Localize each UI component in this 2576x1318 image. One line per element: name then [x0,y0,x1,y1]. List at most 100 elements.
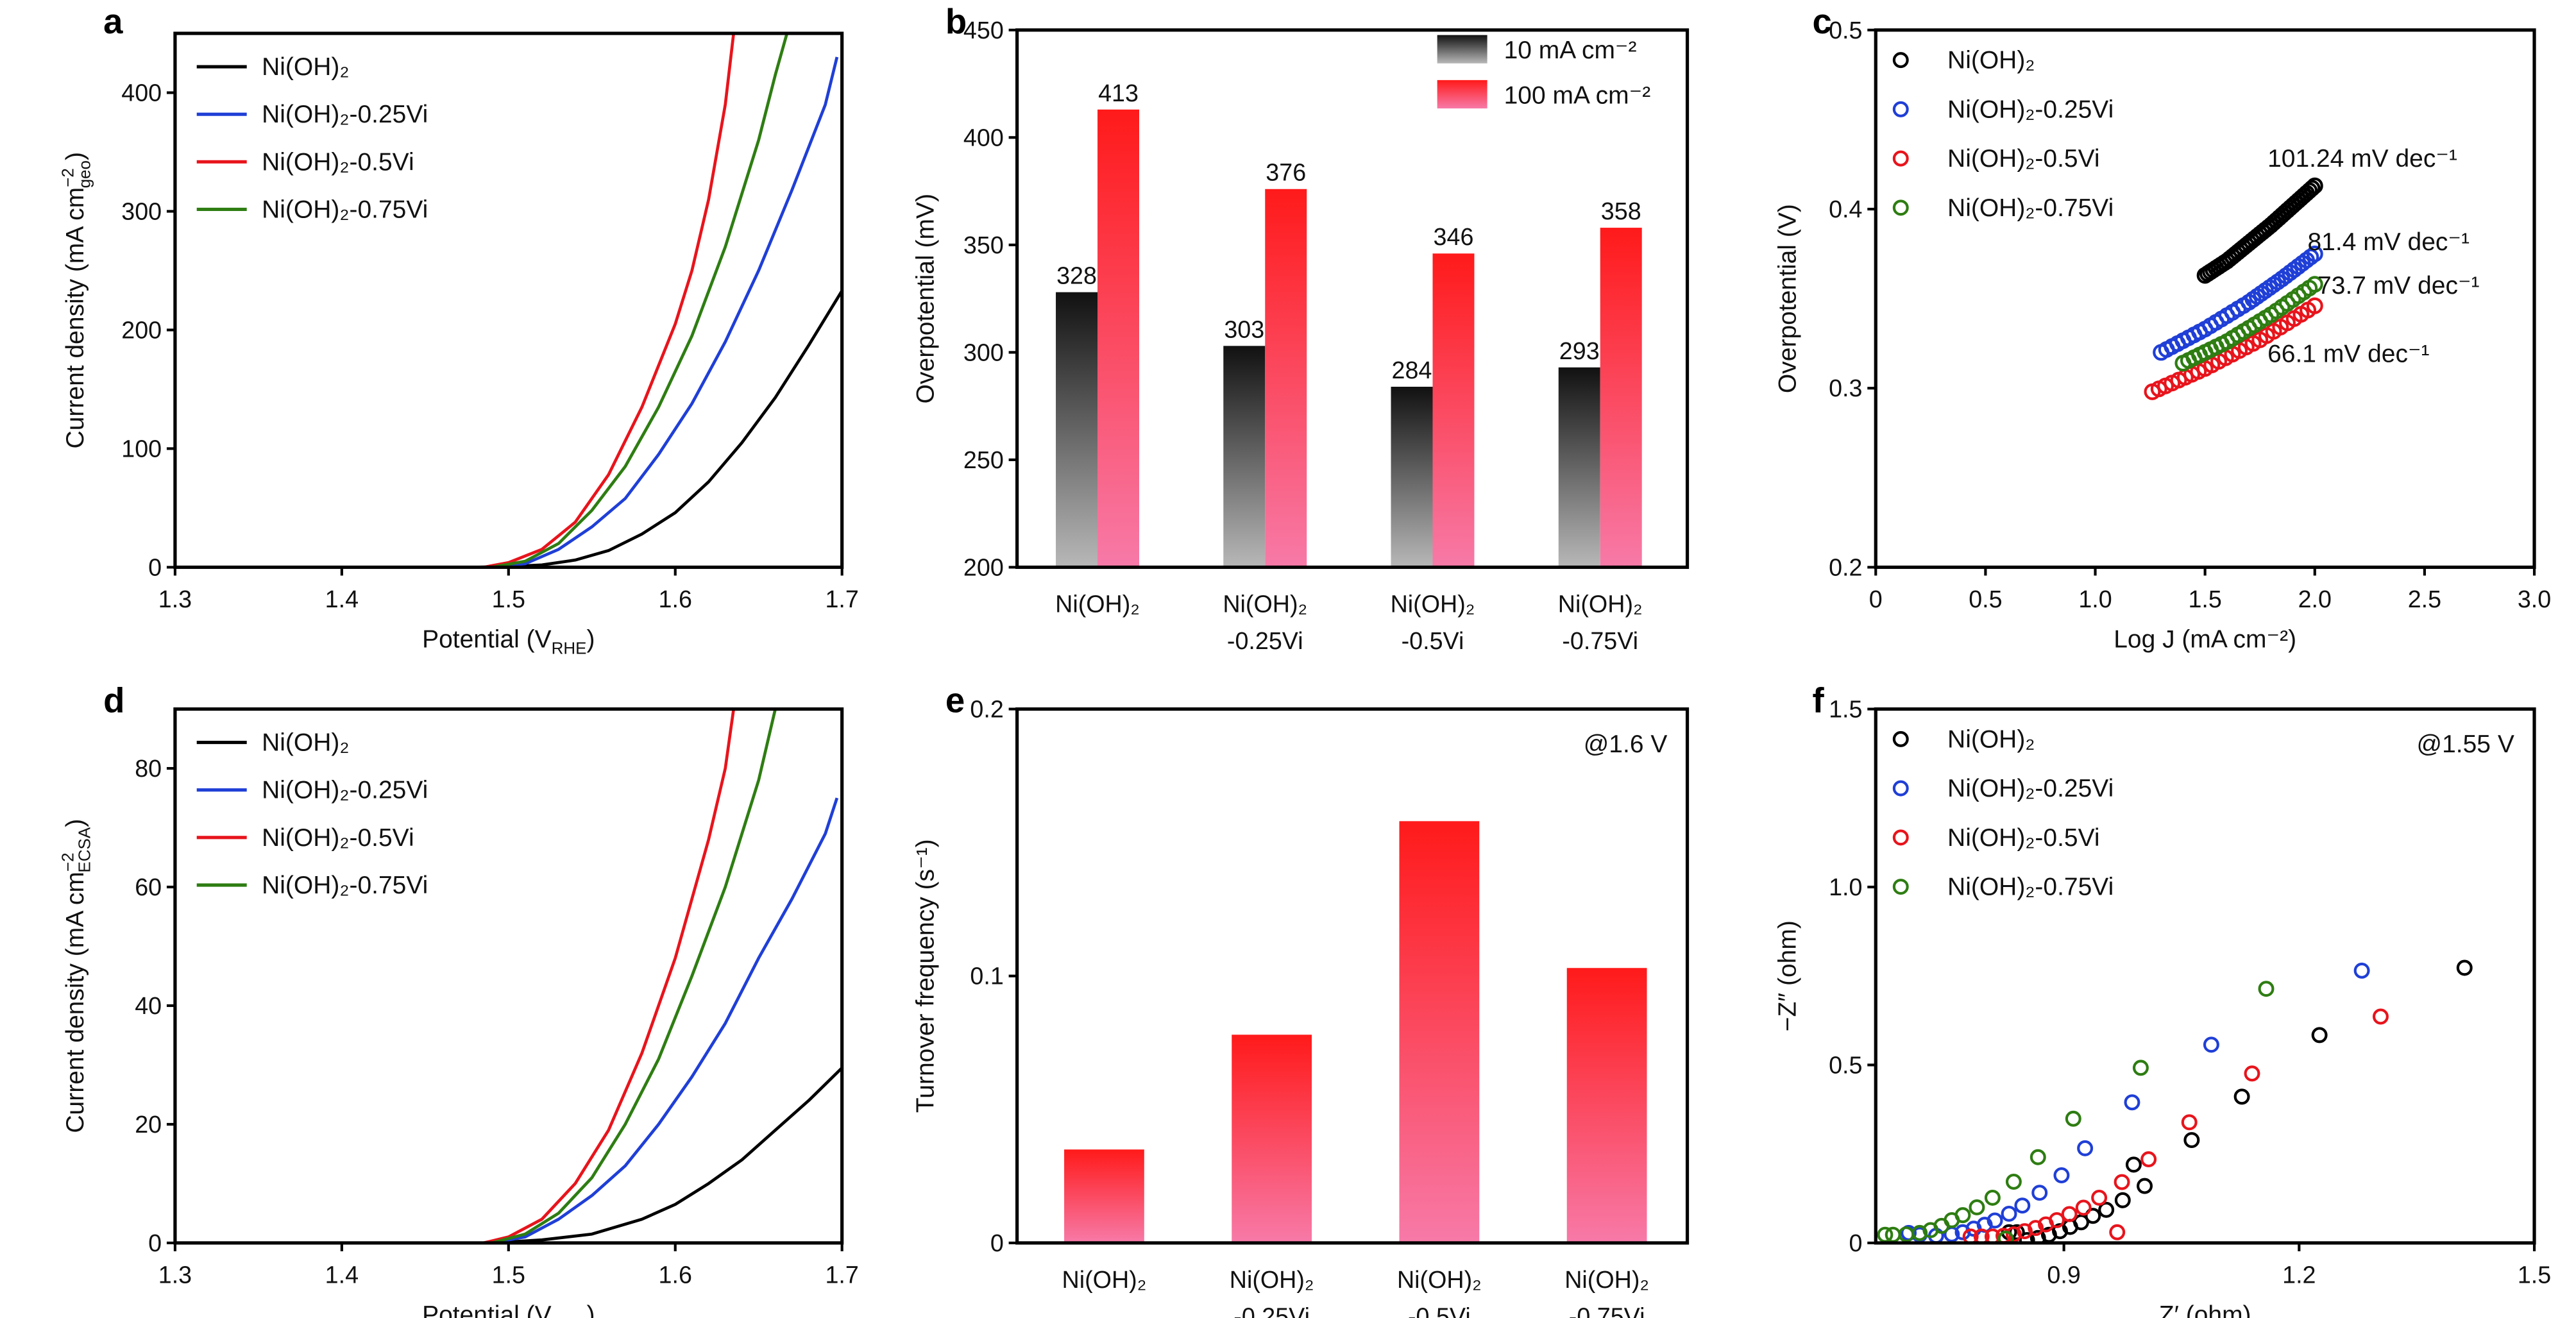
panel-d: 0 20 40 60 80 1.3 1.4 1.5 1.6 1.7 Current density … [58,707,859,1318]
data-point [1973,1228,1990,1243]
bar-value-label: 303 [1224,316,1264,342]
data-point [2140,1151,2157,1168]
x-tick-label: 1.6 [659,586,692,613]
y-tick-label: 0 [1849,1229,1863,1256]
bar [1600,228,1642,568]
y-tick-label: 0.2 [1829,553,1862,580]
x-axis-label: Log J (mA cm⁻²) [2114,625,2296,653]
y-tick-label: 0.1 [970,963,1003,990]
data-point [2075,1199,2092,1216]
y-tick-label: 350 [963,232,1004,258]
data-point [2372,1008,2389,1025]
x-axis-label: Potential (VRHE) [422,625,595,657]
series-line [491,709,777,1243]
x-tick-label: 1.7 [825,1261,858,1288]
x-axis-label: Z′ (ohm) [2159,1301,2251,1318]
bar [1432,253,1475,568]
data-point [1969,1199,1985,1215]
data-point [2109,1224,2126,1240]
legend-label: Ni(OH)₂-0.75Vi [1947,194,2114,222]
bar-value-label: 376 [1266,159,1306,186]
legend-label: Ni(OH)₂-0.25Vi [1947,775,2114,802]
data-point [2073,1214,2089,1231]
panel-c: 0.2 0.3 0.4 0.5 0 0.5 1.0 1.5 2.0 2.5 3.0 Overpoten… [1774,17,2552,653]
data-point [2049,1212,2065,1228]
data-point [1911,1224,1928,1241]
y-tick-label: 20 [135,1111,162,1138]
series-line [483,709,736,1243]
label-subscript: RHE [552,639,587,658]
label-superscript: −2 [58,168,77,187]
data-point [2203,1036,2219,1053]
series-line [491,33,789,568]
x-tick-label: 1.3 [158,586,192,613]
x-tick-label: 1.5 [492,1261,525,1288]
legend-label: Ni(OH)₂ [262,53,349,81]
category-label: Ni(OH)₂ [1055,591,1140,618]
legend-marker [1892,829,1909,846]
x-tick-label: 1.5 [2518,1261,2551,1288]
data-point [2311,1027,2328,1043]
bar [1223,346,1266,568]
category-label: -0.5Vi [1408,1303,1471,1318]
data-point [2001,1205,2017,1222]
condition-annotation: @1.55 V [2417,731,2514,758]
bar [1064,1149,1144,1243]
y-tick-label: 200 [121,316,162,343]
data-point [2005,1174,2022,1190]
legend-label: Ni(OH)₂-0.25Vi [262,101,428,128]
data-point [2028,1220,2044,1237]
legend-label: 10 mA cm⁻² [1504,37,1637,64]
legend-label: Ni(OH)₂ [1947,725,2035,753]
data-point [1954,1207,1971,1224]
y-axis-label: Overpotential (mV) [912,194,940,403]
category-label: -0.25Vi [1227,627,1303,654]
series-line [475,290,842,568]
y-tick-label: 0.4 [1829,196,1862,223]
x-tick-label: 2.0 [2298,586,2332,613]
label-part: ) [62,152,89,160]
data-point [2137,1178,2153,1194]
legend-marker [1892,780,1909,797]
data-point [2125,1156,2142,1173]
x-tick-label: 1.7 [825,586,858,613]
label-subscript: ECSA [74,827,94,872]
panel-letter-c: c [1812,2,1831,41]
category-label: Ni(OH)₂ [1558,591,1643,618]
plot-area [1056,109,1642,568]
bar [1232,1035,1312,1243]
legend-label: Ni(OH)₂-0.5Vi [1947,824,2100,852]
data-point [2085,1208,2101,1224]
slope-label: 73.7 mV dec⁻¹ [2318,272,2479,300]
label-subscript: geo [74,160,94,188]
legend-label: Ni(OH)₂-0.75Vi [1947,874,2114,901]
data-point [1997,1230,2014,1243]
legend-marker [1892,879,1909,895]
label-subscript: RHE [552,1314,587,1318]
data-point [2077,1140,2094,1156]
label-superscript: −2 [58,852,77,872]
data-point [2031,1185,2048,1201]
x-tick-label: 1.4 [325,586,359,613]
legend-label: Ni(OH)₂-0.75Vi [262,196,428,223]
x-tick-label: 3.0 [2518,586,2551,613]
data-point [2053,1167,2070,1183]
data-point [2233,1088,2250,1105]
data-point [2244,1065,2260,1082]
category-label: Ni(OH)₂ [1223,591,1307,618]
axes-frame [173,31,844,570]
label-part: Current density (mA cm [62,187,89,449]
axes-frame [1015,28,1690,570]
panel-a: 0 100 200 300 400 1.3 1.4 1.5 1.6 1.7 Current dens… [58,31,859,658]
data-point [1984,1189,2001,1206]
category-label: Ni(OH)₂ [1564,1266,1649,1293]
legend-label: Ni(OH)₂ [1947,47,2035,74]
data-point [2098,1201,2115,1218]
y-axis-label: Overpotential (V) [1774,204,1802,393]
x-tick-label: 0.5 [1969,586,2002,613]
legend-label: 100 mA cm⁻² [1504,81,1651,109]
category-label: Ni(OH)₂ [1062,1266,1147,1293]
legend-label: Ni(OH)₂-0.25Vi [1947,96,2114,123]
bar [1265,189,1307,568]
y-tick-label: 0.5 [1829,17,1862,44]
